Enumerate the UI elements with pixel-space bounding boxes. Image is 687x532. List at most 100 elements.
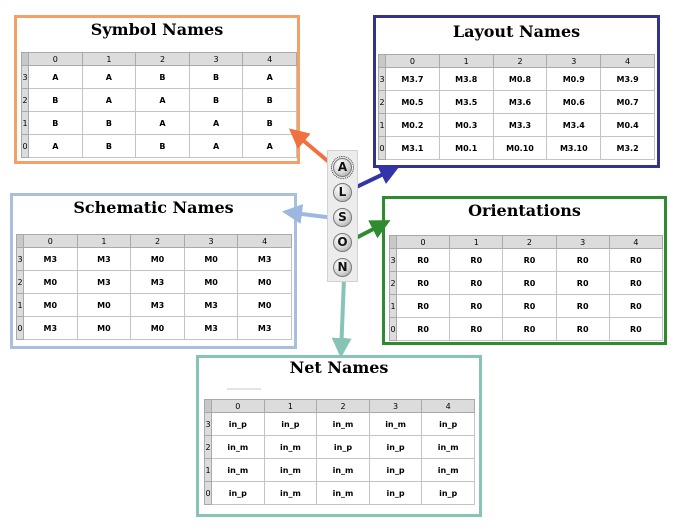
grid-cell[interactable]: in_p [421, 412, 475, 436]
grid-cell[interactable]: M0 [23, 270, 78, 294]
grid-cell[interactable]: in_m [316, 458, 370, 482]
grid-cell[interactable]: B [188, 88, 244, 112]
grid-cell[interactable]: A [81, 88, 137, 112]
grid-cell[interactable]: R0 [395, 248, 451, 272]
grid-cell[interactable]: B [28, 111, 83, 135]
grid-cell[interactable]: B [135, 134, 190, 158]
grid-cell[interactable]: R0 [502, 271, 557, 295]
grid-cell[interactable]: M0 [237, 293, 292, 317]
table-row: 3 M3 M3 M0 M0 M3 [16, 247, 292, 271]
orientations-button[interactable]: O [333, 233, 352, 252]
table-row: 2 R0 R0 R0 R0 R0 [389, 271, 664, 295]
grid-cell[interactable]: B [28, 88, 83, 112]
grid-cell[interactable]: in_m [211, 435, 265, 459]
grid-cell[interactable]: M3 [130, 293, 185, 317]
orientations-grid: 0 1 2 3 4 3 R0 R0 R0 R0 R0 2 R0 R0 R0 R0 R0 1 R0 R0 R0 R0 R0 0 R… [389, 235, 664, 341]
grid-cell[interactable]: R0 [608, 248, 664, 272]
grid-cell[interactable]: M0.8 [492, 67, 548, 91]
column-header: 3 [555, 235, 610, 249]
grid-cell[interactable]: R0 [395, 271, 451, 295]
grid-cell[interactable]: M0.1 [438, 136, 494, 160]
grid-cell[interactable]: A [188, 111, 244, 135]
grid-cell[interactable]: R0 [608, 271, 664, 295]
grid-cell[interactable]: R0 [502, 294, 557, 318]
grid-cell[interactable]: M0.2 [385, 113, 440, 137]
grid-cell[interactable]: in_m [421, 458, 475, 482]
grid-cell[interactable]: M3 [237, 316, 292, 340]
grid-cell[interactable]: in_p [211, 481, 265, 505]
row-header: 0 [204, 481, 212, 505]
grid-cell[interactable]: in_p [421, 481, 475, 505]
panel-title: Orientations [468, 201, 581, 220]
grid-cell[interactable]: in_m [421, 435, 475, 459]
column-header: 3 [546, 54, 602, 68]
grid-cell[interactable]: M0 [23, 293, 78, 317]
net-names-panel: Net Names 0 1 2 3 4 3 in_p in_p in_m in_m in_p 2 in_… [196, 355, 482, 517]
grid-cell[interactable]: R0 [449, 248, 504, 272]
grid-cell[interactable]: R0 [502, 317, 557, 341]
grid-cell[interactable]: in_m [316, 481, 370, 505]
layout-names-panel: Layout Names 0 1 2 3 4 3 M3.7 M3.8 M0.8 M0.9 M3.9 2… [373, 15, 660, 168]
grid-cell[interactable]: B [81, 134, 137, 158]
grid-cell[interactable]: M0 [76, 316, 132, 340]
grid-cell[interactable]: in_m [263, 458, 318, 482]
grid-cell[interactable]: A [81, 65, 137, 89]
grid-cell[interactable]: M0 [130, 247, 185, 271]
grid-cell[interactable]: M0.4 [600, 113, 655, 137]
net-names-button[interactable]: N [333, 258, 352, 277]
grid-cell[interactable]: R0 [449, 317, 504, 341]
grid-cell[interactable]: in_p [368, 481, 423, 505]
grid-cell[interactable]: A [188, 134, 244, 158]
table-row: 3 R0 R0 R0 R0 R0 [389, 248, 664, 272]
grid-cell[interactable]: M0 [183, 270, 239, 294]
grid-cell[interactable]: M3.6 [492, 90, 548, 114]
grid-cell[interactable]: M3.9 [600, 67, 655, 91]
grid-cell[interactable]: B [188, 65, 244, 89]
grid-cell[interactable]: M3.1 [385, 136, 440, 160]
grid-cell[interactable]: in_m [263, 435, 318, 459]
layout-names-button[interactable]: L [333, 183, 352, 202]
grid-cell[interactable]: M0.7 [600, 90, 655, 114]
grid-cell[interactable]: R0 [555, 294, 610, 318]
grid-cell[interactable]: M3.10 [546, 136, 602, 160]
grid-cell[interactable]: R0 [395, 317, 451, 341]
symbol-names-button[interactable]: A [331, 156, 354, 179]
grid-cell[interactable]: R0 [555, 248, 610, 272]
grid-cell[interactable]: in_p [368, 435, 423, 459]
grid-cell[interactable]: M3 [183, 316, 239, 340]
grid-cell[interactable]: in_m [316, 412, 370, 436]
grid-cell[interactable]: R0 [449, 271, 504, 295]
grid-cell[interactable]: M0.10 [492, 136, 548, 160]
grid-cell[interactable]: R0 [502, 248, 557, 272]
row-header: 0 [378, 136, 386, 160]
grid-cell[interactable]: M3 [183, 293, 239, 317]
grid-cell[interactable]: A [242, 134, 297, 158]
grid-cell[interactable]: M3 [237, 247, 292, 271]
grid-cell[interactable]: M3.4 [546, 113, 602, 137]
grid-cell[interactable]: M3.7 [385, 67, 440, 91]
schematic-names-button[interactable]: S [333, 208, 352, 227]
grid-cell[interactable]: M3 [76, 270, 132, 294]
table-row: 1 in_m in_m in_m in_p in_m [204, 458, 475, 482]
grid-cell[interactable]: in_m [263, 481, 318, 505]
grid-cell[interactable]: M3.2 [600, 136, 655, 160]
grid-cell[interactable]: in_m [368, 412, 423, 436]
table-row: 1 M0 M0 M3 M3 M0 [16, 293, 292, 317]
grid-cell[interactable]: R0 [395, 294, 451, 318]
column-header: 1 [263, 399, 318, 413]
grid-cell[interactable]: R0 [608, 317, 664, 341]
grid-cell[interactable]: M0 [76, 293, 132, 317]
grid-cell[interactable]: B [242, 88, 297, 112]
table-row: 0 M3.1 M0.1 M0.10 M3.10 M3.2 [378, 136, 655, 160]
grid-cell[interactable]: M3 [23, 316, 78, 340]
table-row: 0 R0 R0 R0 R0 R0 [389, 317, 664, 341]
grid-cell[interactable]: in_p [368, 458, 423, 482]
grid-cell[interactable]: B [242, 111, 297, 135]
grid-cell[interactable]: A [135, 111, 190, 135]
grid-cell[interactable]: A [28, 134, 83, 158]
grid-cell[interactable]: M0 [130, 316, 185, 340]
orientations-panel: Orientations 0 1 2 3 4 3 R0 R0 R0 R0 R0 2 R0 R0 R0 R0 R0… [382, 196, 667, 345]
arrow-schematic [282, 204, 335, 224]
grid-cell[interactable]: R0 [449, 294, 504, 318]
